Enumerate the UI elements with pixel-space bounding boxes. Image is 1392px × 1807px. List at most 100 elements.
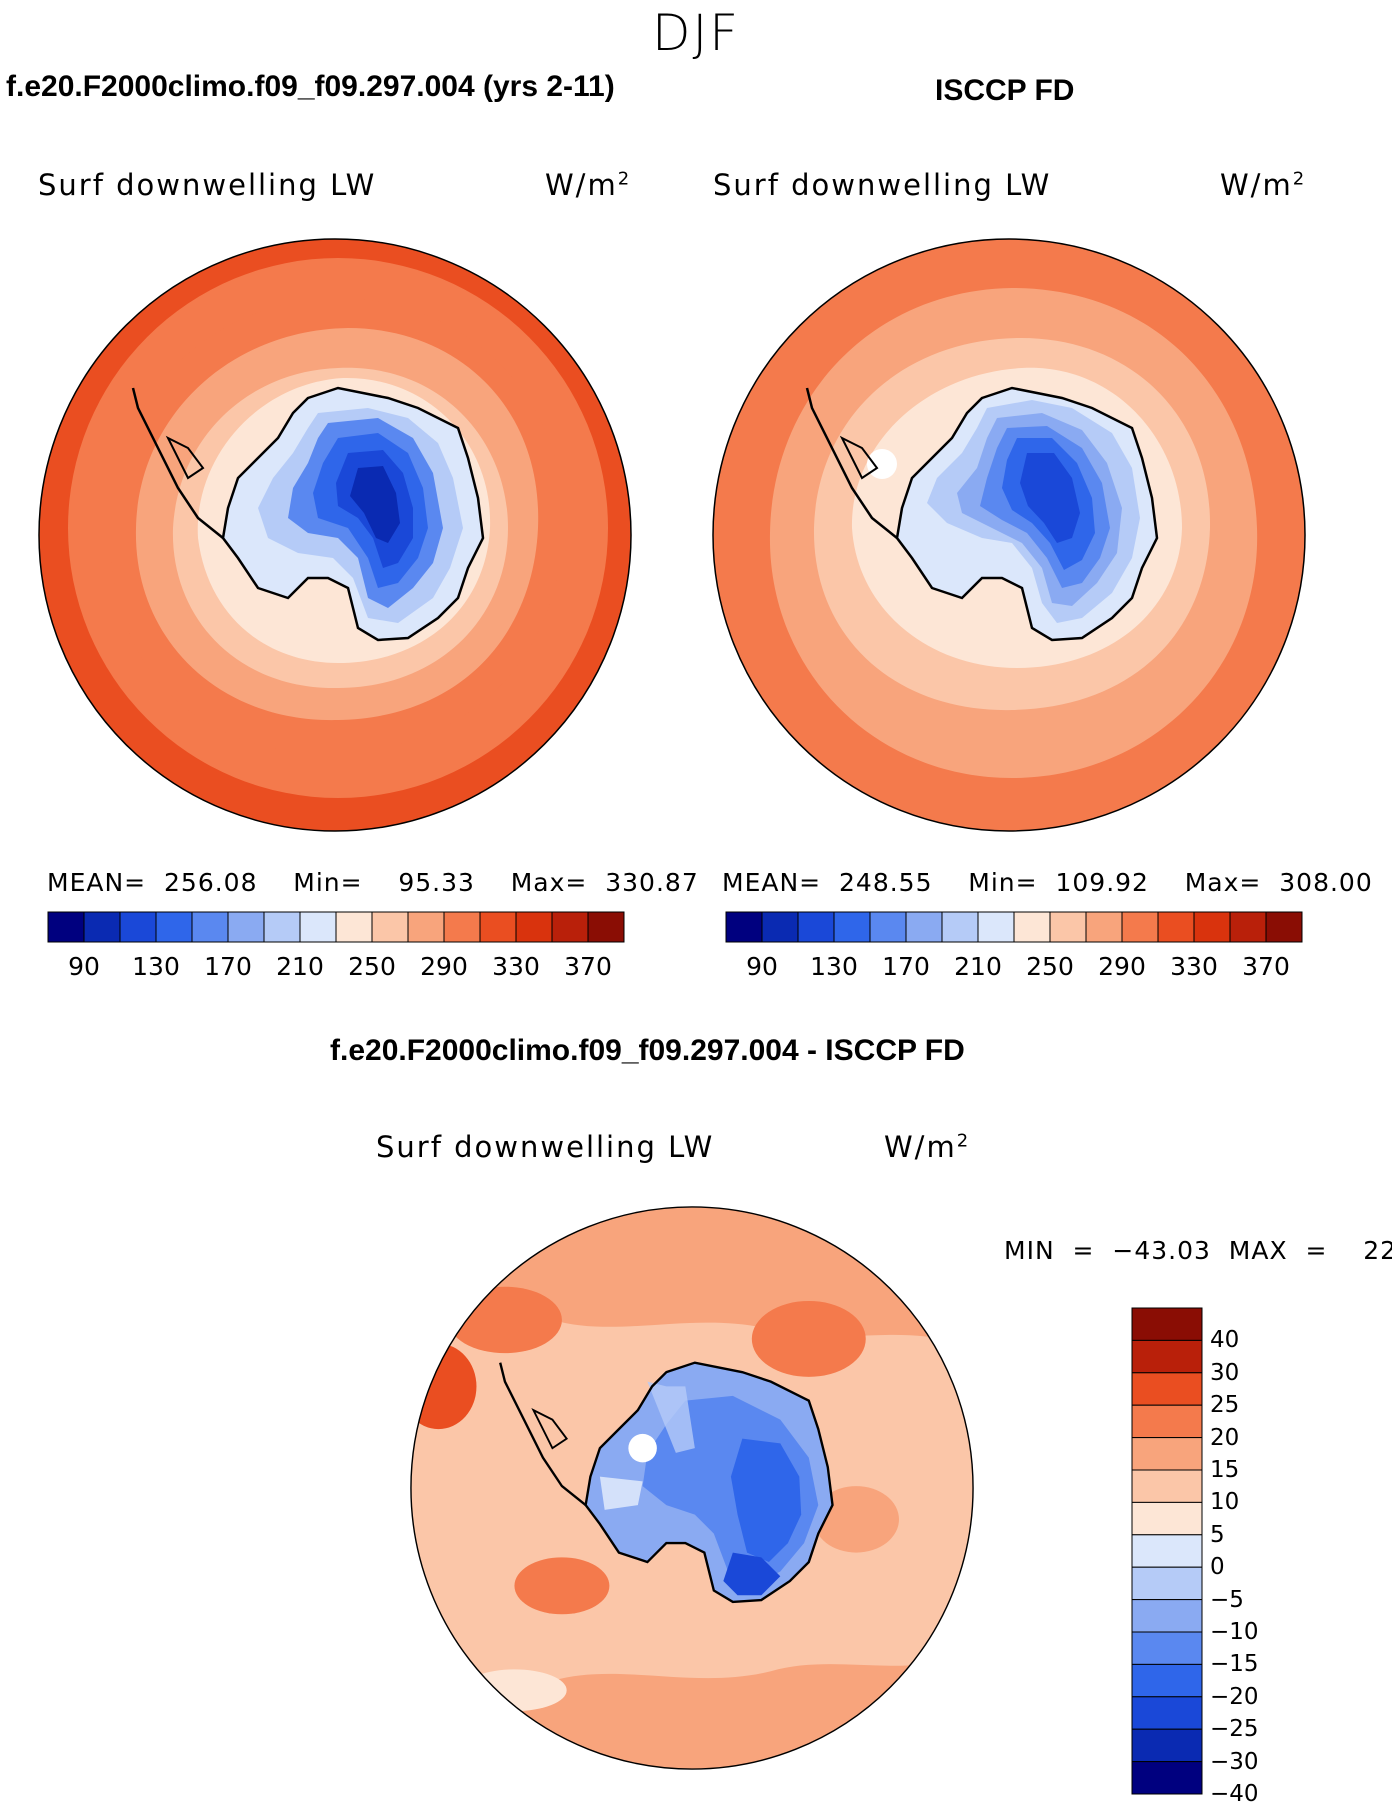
obs-colorbar-swatch (797, 911, 835, 943)
obs-units-label: W/m2 (1220, 168, 1307, 202)
diff-colorbar-tick-label: 15 (1210, 1457, 1240, 1483)
obs-colorbar-swatch (977, 911, 1015, 943)
model-colorbar-tick-label: 370 (564, 952, 612, 981)
model-colorbar-tick-label: 170 (204, 952, 252, 981)
model-colorbar-swatch (407, 911, 445, 943)
model-colorbar-swatch (587, 911, 625, 943)
obs-colorbar-swatch (941, 911, 979, 943)
model-colorbar-labels: 90 130 170 210 250 290 330 370 (48, 952, 624, 984)
diff-colorbar-tick-label: −15 (1210, 1651, 1259, 1678)
obs-colorbar-tick-label: 170 (882, 952, 930, 981)
diff-colorbar-swatch (1131, 1404, 1203, 1439)
obs-colorbar-swatch (905, 911, 943, 943)
diff-colorbar-swatch (1131, 1307, 1203, 1341)
obs-stats: MEAN= 248.55 Min= 109.92 Max= 308.00 (722, 868, 1373, 897)
model-stats: MEAN= 256.08 Min= 95.33 Max= 330.87 (47, 868, 699, 897)
diff-variable-label: Surf downwelling LW (376, 1130, 715, 1164)
diff-colorbar-tick-label: −25 (1210, 1716, 1259, 1743)
diff-colorbar-swatch (1131, 1566, 1203, 1601)
obs-colorbar-swatch (1121, 911, 1159, 943)
obs-map (712, 238, 1306, 832)
diff-units-label: W/m2 (884, 1130, 971, 1164)
diff-colorbar-tick-label: 0 (1210, 1554, 1225, 1581)
model-colorbar-swatch (479, 911, 517, 943)
season-title: DJF (651, 4, 740, 62)
diff-colorbar-labels: 40 30 25 20 15 10 5 0 −5 −10 −15 −20 −25 −30 −40 (1210, 1308, 1300, 1807)
obs-colorbar-tick-label: 210 (954, 952, 1002, 981)
obs-colorbar-swatch (869, 911, 907, 943)
diff-colorbar-tick-label: 25 (1210, 1392, 1240, 1419)
diff-colorbar (1131, 1307, 1203, 1795)
diff-colorbar-swatch (1131, 1372, 1203, 1406)
obs-panel-title: ISCCP FD (935, 74, 1075, 107)
obs-colorbar-swatch (1229, 911, 1267, 943)
diff-colorbar-swatch (1131, 1696, 1203, 1730)
model-map (38, 238, 632, 832)
diff-colorbar-swatch (1131, 1339, 1203, 1374)
model-panel-title: f.e20.F2000climo.f09_f09.297.004 (yrs 2-… (6, 70, 615, 103)
diff-colorbar-tick-label: −30 (1210, 1748, 1259, 1775)
obs-colorbar-swatch (725, 911, 763, 943)
diff-panel-title: f.e20.F2000climo.f09_f09.297.004 - ISCCP… (330, 1034, 965, 1067)
diff-colorbar-swatch (1131, 1761, 1203, 1795)
model-colorbar-tick-label: 250 (348, 952, 396, 981)
obs-colorbar-swatch (1049, 911, 1087, 943)
obs-colorbar-swatch (761, 911, 799, 943)
model-colorbar-tick-label: 290 (420, 952, 468, 981)
model-colorbar-tick-label: 130 (132, 952, 180, 981)
obs-colorbar (725, 911, 1303, 943)
obs-colorbar-tick-label: 130 (810, 952, 858, 981)
diff-colorbar-swatch (1131, 1501, 1203, 1536)
model-colorbar-swatch (227, 911, 265, 943)
model-colorbar-swatch (443, 911, 481, 943)
obs-colorbar-swatch (1013, 911, 1051, 943)
obs-colorbar-swatch (1157, 911, 1195, 943)
obs-colorbar-tick-label: 370 (1242, 952, 1290, 981)
model-colorbar-swatch (155, 911, 193, 943)
model-colorbar-tick-label: 210 (276, 952, 324, 981)
model-colorbar-tick-label: 90 (68, 952, 100, 981)
obs-colorbar-tick-label: 250 (1026, 952, 1074, 981)
diff-colorbar-tick-label: −10 (1210, 1619, 1259, 1645)
diff-colorbar-swatch (1131, 1534, 1203, 1568)
diff-colorbar-tick-label: −5 (1210, 1586, 1244, 1613)
obs-variable-label: Surf downwelling LW (713, 168, 1052, 202)
obs-colorbar-swatch (1265, 911, 1303, 943)
diff-colorbar-tick-label: 40 (1210, 1327, 1240, 1354)
model-colorbar-swatch (299, 911, 337, 943)
obs-colorbar-swatch (833, 911, 871, 943)
diff-colorbar-swatch (1131, 1631, 1203, 1665)
model-variable-label: Surf downwelling LW (38, 168, 377, 202)
diff-stats: MIN = −43.03 MAX = 22.00 (1004, 1236, 1392, 1265)
model-colorbar-swatch (119, 911, 157, 943)
model-colorbar-swatch (335, 911, 373, 943)
model-colorbar-swatch (191, 911, 229, 943)
model-colorbar-swatch (551, 911, 589, 943)
model-colorbar-swatch (263, 911, 301, 943)
obs-colorbar-tick-label: 90 (746, 952, 778, 981)
model-colorbar-swatch (515, 911, 553, 943)
diff-colorbar-swatch (1131, 1437, 1203, 1471)
obs-colorbar-swatch (1193, 911, 1231, 943)
diff-colorbar-tick-label: 10 (1210, 1489, 1240, 1516)
obs-colorbar-tick-label: 330 (1170, 952, 1218, 981)
model-colorbar-tick-label: 330 (492, 952, 540, 981)
diff-colorbar-tick-label: −20 (1210, 1683, 1259, 1710)
diff-colorbar-tick-label: 30 (1210, 1359, 1240, 1386)
diff-colorbar-tick-label: 5 (1210, 1521, 1225, 1548)
diff-colorbar-swatch (1131, 1728, 1203, 1763)
diff-colorbar-tick-label: −40 (1210, 1781, 1259, 1807)
diff-colorbar-swatch (1131, 1469, 1203, 1503)
obs-colorbar-labels: 90 130 170 210 250 290 330 370 (726, 952, 1302, 984)
diff-colorbar-swatch (1131, 1663, 1203, 1698)
obs-colorbar-tick-label: 290 (1098, 952, 1146, 981)
obs-colorbar-swatch (1085, 911, 1123, 943)
diff-map (410, 1206, 974, 1770)
diff-colorbar-tick-label: 20 (1210, 1424, 1240, 1451)
model-colorbar-swatch (371, 911, 409, 943)
model-units-label: W/m2 (545, 168, 632, 202)
model-colorbar-swatch (47, 911, 85, 943)
model-colorbar (47, 911, 625, 943)
diff-colorbar-swatch (1131, 1599, 1203, 1633)
model-colorbar-swatch (83, 911, 121, 943)
